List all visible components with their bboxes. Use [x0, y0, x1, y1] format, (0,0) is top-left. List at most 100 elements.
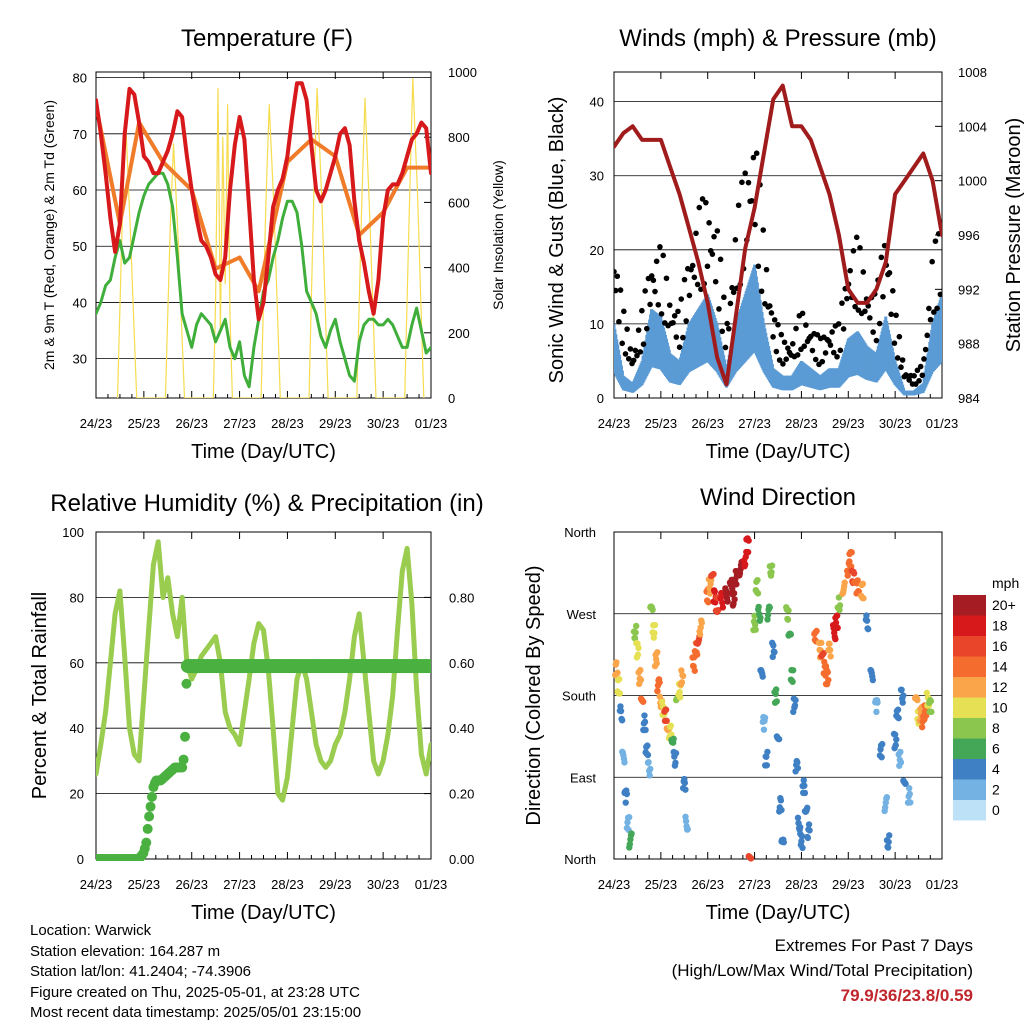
direction-point — [613, 659, 620, 666]
direction-point — [826, 646, 834, 654]
gust-point — [644, 325, 650, 332]
direction-point — [784, 616, 792, 623]
colorbar-swatch — [953, 595, 986, 616]
colorbar-swatch — [953, 636, 986, 657]
gust-point — [640, 341, 647, 347]
direction-point — [755, 603, 762, 611]
colorbar-label: 12 — [992, 679, 1008, 695]
gust-point — [706, 220, 712, 226]
direction-point — [681, 779, 689, 787]
direction-point — [711, 588, 718, 595]
direction-point — [742, 561, 749, 568]
colorbar-title: mph — [992, 575, 1019, 591]
x-tick-label: 29/23 — [319, 416, 352, 431]
direction-point — [637, 676, 645, 684]
colorbar-label: 2 — [992, 782, 1000, 798]
y-tick-label: 40 — [70, 721, 84, 736]
direction-point — [789, 678, 796, 685]
direction-point — [633, 622, 640, 630]
direction-point — [791, 702, 799, 709]
x-tick-label: 26/23 — [691, 416, 724, 431]
direction-point — [827, 653, 834, 660]
gust-point — [834, 353, 840, 360]
direction-point — [854, 577, 861, 584]
gust-point — [621, 308, 627, 315]
gust-point — [694, 281, 701, 288]
gust-point — [748, 197, 755, 204]
gust-point — [671, 313, 678, 319]
gust-point — [880, 293, 886, 300]
direction-point — [678, 679, 686, 686]
gust-point — [617, 287, 624, 293]
elevation-text: Station elevation: 164.287 m — [30, 942, 221, 960]
y2-tick-label: 800 — [448, 130, 470, 145]
direction-point — [863, 617, 871, 624]
x-tick-label: 01/23 — [415, 416, 448, 431]
x-tick-label: 27/23 — [223, 416, 256, 431]
gust-point — [732, 236, 739, 243]
gust-point — [686, 292, 693, 299]
gust-point — [735, 202, 742, 209]
gust-point — [867, 315, 873, 321]
gust-point — [758, 288, 765, 295]
direction-point — [754, 590, 762, 597]
gust-point — [660, 252, 666, 259]
direction-point — [764, 611, 772, 619]
direction-point — [873, 708, 880, 716]
gust-point — [693, 230, 699, 237]
direction-point — [651, 629, 658, 637]
x-tick-label: 25/23 — [128, 877, 161, 892]
direction-point — [836, 602, 844, 609]
gust-point — [724, 320, 730, 327]
gust-point — [773, 348, 780, 355]
colorbar-swatch — [953, 738, 986, 759]
x-tick-label: 01/23 — [926, 416, 959, 431]
series-group — [614, 83, 942, 396]
gust-point — [634, 352, 640, 359]
y2-tick-label: 0.00 — [449, 852, 474, 867]
direction-point — [682, 817, 690, 825]
gust-point — [891, 340, 898, 347]
direction-point — [864, 625, 872, 633]
x-tick-label: 01/23 — [415, 877, 448, 892]
direction-point — [760, 726, 768, 733]
gust-point — [870, 329, 876, 335]
direction-point — [850, 570, 858, 577]
direction-point — [798, 832, 806, 840]
gust-point — [653, 258, 660, 265]
station-info: Location: Warwick Station elevation: 164… — [30, 921, 361, 1024]
humidity-line — [96, 539, 431, 803]
direction-point — [618, 717, 626, 724]
y2-tick-label: 0.60 — [449, 656, 474, 671]
gust-point — [780, 361, 786, 367]
gust-point — [614, 273, 621, 280]
gust-point — [922, 346, 929, 353]
x-tick-label: 27/23 — [738, 416, 771, 431]
x-tick-label: 29/23 — [319, 877, 352, 892]
x-tick-label: 25/23 — [128, 416, 161, 431]
direction-point — [621, 759, 628, 766]
direction-point — [696, 631, 704, 638]
direction-point — [768, 562, 776, 569]
colorbar-swatch — [953, 718, 986, 739]
gust-point — [657, 244, 663, 250]
direction-point — [641, 712, 648, 719]
location-text: Location: Warwick — [30, 922, 152, 939]
direction-point — [771, 648, 778, 656]
precip-point — [141, 837, 152, 848]
y-tick-label: 30 — [590, 169, 604, 184]
direction-point — [616, 675, 623, 683]
pressure-line — [614, 83, 942, 387]
x-tick-label: 26/23 — [175, 416, 208, 431]
direction-point — [682, 786, 689, 793]
direction-point — [647, 765, 654, 773]
x-tick-label: 26/23 — [691, 877, 724, 892]
gust-point — [650, 277, 657, 284]
x-tick-label: 30/23 — [879, 877, 912, 892]
gust-point — [635, 327, 642, 333]
gust-point — [712, 278, 719, 285]
gust-point — [689, 262, 696, 269]
x-tick-label: 27/23 — [223, 877, 256, 892]
direction-point — [918, 723, 926, 731]
direction-point — [848, 549, 855, 556]
